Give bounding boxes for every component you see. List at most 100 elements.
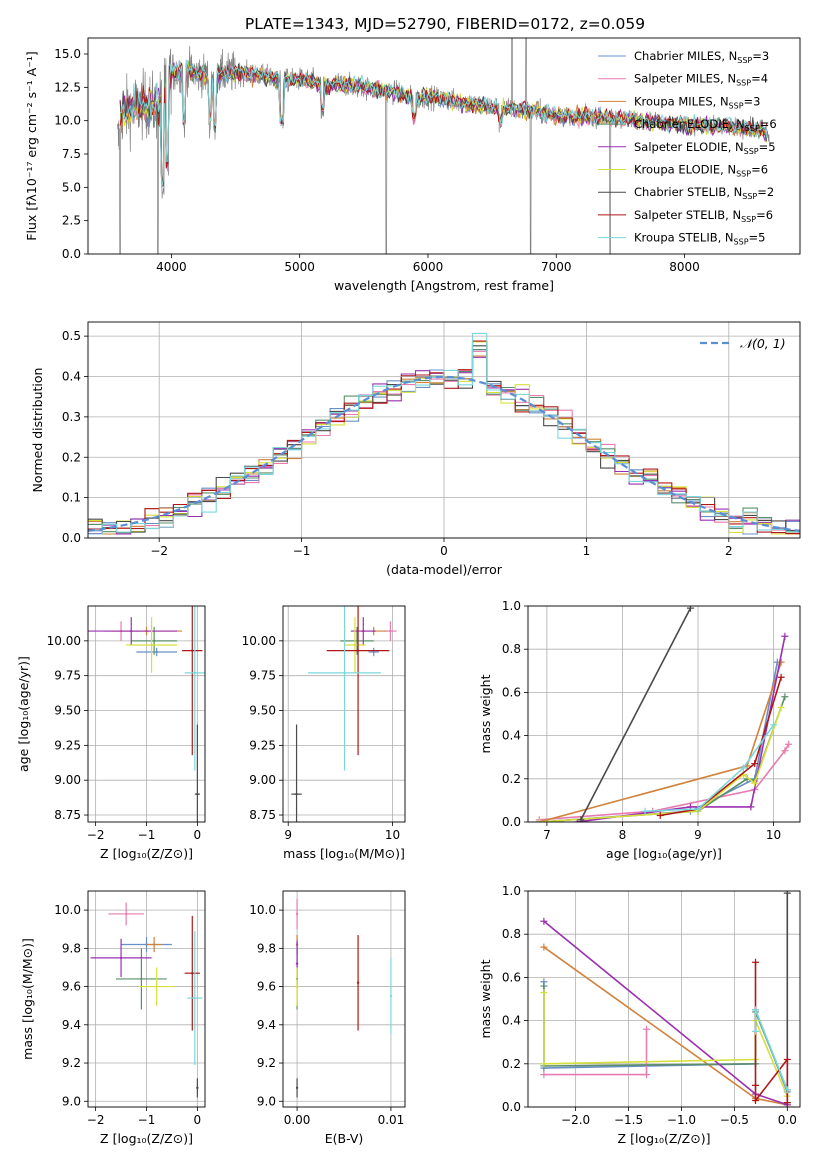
legend-entry-n: =6	[756, 208, 773, 222]
weight-marker	[694, 805, 702, 813]
data-point	[140, 977, 143, 981]
data-point	[191, 971, 194, 975]
figure-title: PLATE=1343, MJD=52790, FIBERID=0172, z=0…	[245, 15, 645, 33]
x-tick-label: 9	[284, 828, 292, 842]
plot-frame	[87, 321, 801, 539]
error-bars	[88, 606, 205, 822]
y-tick-label: 9.8	[62, 941, 81, 955]
weight-marker	[783, 1086, 791, 1094]
x-axis-label: Z [log₁₀(Z/Z⊙)]	[100, 1131, 193, 1146]
y-axis-label: Flux [fλ10⁻¹⁷ erg cm⁻² s⁻¹ A⁻¹]	[24, 51, 39, 240]
data-point	[343, 671, 346, 675]
x-axis-label: Z [log₁₀(Z/Z⊙)]	[100, 846, 193, 861]
x-tick-label: −2	[87, 1113, 105, 1127]
legend-entry-sub: SSP	[742, 192, 757, 201]
y-tick-label: 0.4	[502, 729, 521, 743]
legend-entry-label: Salpeter ELODIE, NSSP=5	[634, 140, 776, 156]
weight-series	[540, 891, 791, 1107]
weight-marker	[783, 1099, 791, 1107]
weight-marker	[656, 812, 664, 820]
x-tick-label: −1	[293, 544, 311, 558]
y-tick-label: 0.3	[62, 410, 81, 424]
x-tick-label: −2.0	[561, 1113, 590, 1127]
data-point	[295, 912, 299, 916]
legend-entry-sub: SSP	[736, 170, 751, 179]
error-bars	[291, 606, 397, 822]
x-tick-label: 0.01	[378, 1113, 405, 1127]
weight-marker	[752, 1006, 760, 1014]
legend-entry-n: =5	[759, 140, 776, 154]
weight-marker	[739, 764, 747, 772]
legend-entry-n: =6	[751, 163, 768, 177]
data-point	[196, 792, 199, 796]
data-point	[150, 643, 153, 647]
y-tick-label: 0.0	[62, 247, 81, 261]
weight-marker	[777, 658, 785, 666]
y-tick-label: 15.0	[54, 47, 81, 61]
weight-marker	[643, 1071, 651, 1079]
plot-frame	[527, 890, 801, 1108]
weight-series-line	[645, 724, 775, 812]
weight-vs-age-panel: 7 8 9 10 0.0 0.2 0.4 0.6 0.8 1.0 age [log₁₀(age/yr…	[478, 599, 801, 861]
normal-pdf-curve	[87, 375, 801, 532]
x-tick-label: −2	[87, 828, 105, 842]
data-point	[353, 643, 357, 647]
y-axis-label: Normed distribution	[30, 368, 45, 493]
weight-marker	[540, 982, 548, 990]
weight-marker	[540, 917, 548, 925]
data-point	[372, 650, 375, 654]
y-tick-label: 9.2	[257, 1056, 276, 1070]
weight-marker	[643, 1025, 651, 1033]
x-tick-label: 2	[725, 544, 733, 558]
weight-marker	[747, 803, 755, 811]
legend-entry-label: Salpeter STELIB, NSSP=6	[634, 208, 773, 224]
x-axis-label: wavelength [Angstrom, rest frame]	[334, 278, 554, 293]
y-tick-label: 2.5	[62, 214, 81, 228]
data-point	[295, 962, 299, 965]
weight-series-line	[580, 607, 692, 821]
legend-entry-n: =3	[752, 49, 769, 63]
y-tick-label: 9.8	[257, 941, 276, 955]
y-axis-label: mass weight	[478, 674, 493, 753]
weight-marker	[577, 816, 585, 822]
x-tick-label: −1.0	[667, 1113, 696, 1127]
x-axis-label: (data-model)/error	[386, 562, 503, 577]
y-tick-label: 0.0	[502, 1100, 521, 1114]
y-tick-label: 7.5	[62, 147, 81, 161]
x-axis-label: E(B-V)	[325, 1131, 364, 1146]
x-tick-label: 9	[694, 828, 702, 842]
y-tick-label: 10.00	[47, 634, 81, 648]
y-tick-label: 1.0	[502, 599, 521, 613]
legend-entry-sub: SSP	[734, 238, 749, 247]
legend-entry-n: =5	[749, 231, 766, 245]
weight-series	[535, 606, 793, 822]
legend-entry-n: =4	[751, 72, 768, 86]
weight-marker	[752, 1027, 760, 1035]
legend-entry-label: Kroupa ELODIE, NSSP=6	[634, 163, 768, 179]
y-tick-label: 8.75	[54, 808, 81, 822]
plot-frame	[87, 605, 206, 823]
error-bars	[295, 898, 393, 1098]
plot-frame	[87, 890, 206, 1108]
legend-entry-sub: SSP	[745, 124, 760, 133]
weight-marker	[540, 1071, 548, 1079]
legend-entry-label: Kroupa STELIB, NSSP=5	[634, 231, 765, 247]
legend-entry-label: Kroupa MILES, NSSP=3	[634, 94, 760, 110]
y-tick-label: 9.2	[62, 1056, 81, 1070]
weight-marker	[751, 760, 759, 768]
x-tick-label: 0	[440, 544, 448, 558]
data-point	[155, 985, 158, 988]
y-tick-label: 5.0	[62, 180, 81, 194]
y-tick-label: 0.2	[62, 450, 81, 464]
y-tick-label: 0.6	[502, 970, 521, 984]
y-tick-label: 12.5	[54, 80, 81, 94]
y-tick-label: 9.6	[257, 980, 276, 994]
legend-entry-sub: SSP	[744, 147, 759, 156]
spectrum-model-line	[119, 63, 768, 188]
x-tick-label: 5000	[284, 260, 315, 274]
age-vs-mass-panel: 9 10 8.75 9.00 9.25 9.50 9.75 10.00 mass [log₁₀(…	[242, 605, 406, 861]
plot-frame	[87, 37, 801, 255]
x-axis-label: age [log₁₀(age/yr)]	[606, 846, 722, 861]
